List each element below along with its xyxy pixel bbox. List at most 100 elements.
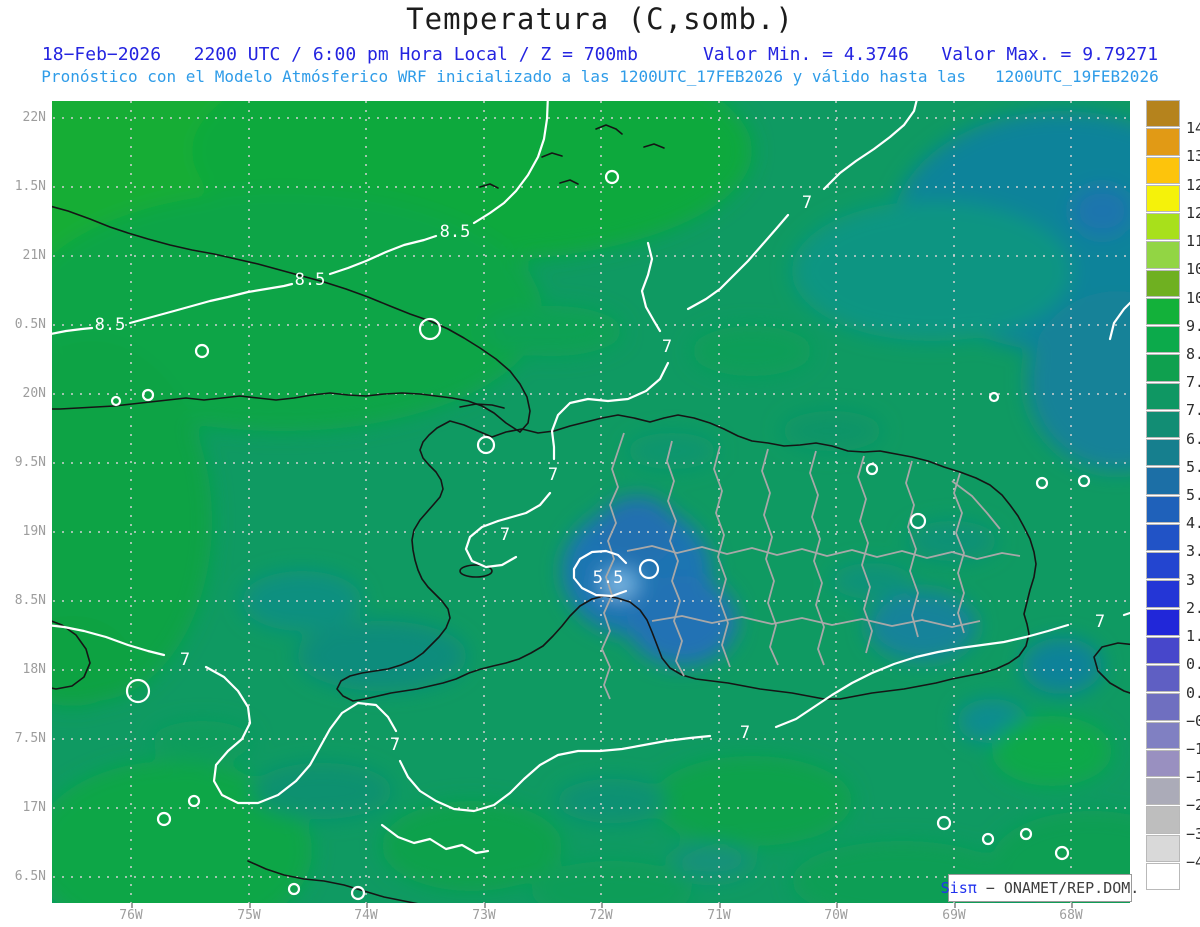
x-tick-mark [601,903,603,908]
colorbar-tick-label: 9.3 [1186,316,1200,335]
contour-value-label: 7 [739,723,751,743]
colorbar-cell [1146,241,1180,269]
y-tick-label: 7.5N [14,731,46,746]
colorbar-tick-label: 2.3 [1186,598,1200,617]
colorbar-cell [1146,439,1180,467]
temperature-field [52,101,1130,903]
x-tick-mark [366,903,368,908]
colorbar-tick-label: 3 [1186,570,1196,589]
colorbar-cell [1146,410,1180,438]
watermark-brand: Sisπ [940,879,977,897]
colorbar-tick-label: 1.6 [1186,627,1200,646]
colorbar-tick-label: 10 [1186,288,1200,307]
x-tick-mark [836,903,838,908]
colorbar-cell [1146,467,1180,495]
colorbar-tick-label: −4 [1186,852,1200,871]
y-tick-label: 21N [22,248,46,263]
colorbar-tick-label: 8.6 [1186,344,1200,363]
colorbar-cell [1146,636,1180,664]
colorbar-cell [1146,100,1180,128]
y-tick-label: 18N [22,662,46,677]
colorbar-tick-label: −3.3 [1186,824,1200,843]
x-tick-label: 76W [119,908,143,923]
colorbar-cell [1146,184,1180,212]
colorbar-cell [1146,778,1180,806]
colorbar-tick-label: 7.9 [1186,373,1200,392]
x-tick-mark [484,903,486,908]
contour-value-label: 5.5 [592,568,624,588]
y-tick-label: 9.5N [14,455,46,470]
colorbar-tick-label: 4.4 [1186,514,1200,533]
x-tick-label: 72W [589,908,613,923]
contour-value-label: 8.5 [439,222,471,242]
colorbar-tick-label: 5.1 [1186,486,1200,504]
x-tick-mark [719,903,721,908]
colorbar-cell [1146,665,1180,693]
contour-value-label: 7 [1094,612,1106,632]
y-tick-label: 19N [22,524,46,539]
contour-value-label: 7 [801,193,813,213]
contour-value-label: 7 [179,650,191,670]
colorbar-tick-label: 14.2 [1186,119,1200,138]
colorbar-cell [1146,297,1180,325]
y-tick-label: 22N [22,110,46,125]
colorbar [1146,100,1180,890]
watermark-text: − ONAMET/REP.DOM. [976,879,1140,897]
x-tick-label: 71W [707,908,731,923]
x-tick-label: 74W [354,908,378,923]
colorbar-cell [1146,608,1180,636]
colorbar-cell [1146,128,1180,156]
colorbar-cell [1146,693,1180,721]
page-title: Temperatura (C,somb.) [406,2,794,36]
colorbar-cell [1146,213,1180,241]
colorbar-tick-label: −1.9 [1186,768,1200,787]
x-tick-mark [1071,903,1073,908]
x-tick-mark [249,903,251,908]
colorbar-cell [1146,354,1180,382]
y-tick-label: 8.5N [14,593,46,608]
colorbar-tick-label: −2.6 [1186,796,1200,815]
colorbar-tick-label: 13.5 [1186,147,1200,166]
colorbar-tick-label: 12.8 [1186,175,1200,194]
x-tick-mark [131,903,133,908]
y-tick-label: 1.5N [14,179,46,194]
colorbar-tick-label: 0.2 [1186,683,1200,702]
map-plot-area: 8.5 8.5 8.5 7 7 7 7 7 7 7 7 5.5 [52,101,1130,903]
temperature-contours [52,101,1130,901]
x-tick-label: 69W [942,908,966,923]
contour-value-label: 7 [661,337,673,357]
colorbar-tick-label: −0.5 [1186,711,1200,730]
contour-value-label: 8.5 [294,270,326,290]
colorbar-cell [1146,834,1180,862]
province-borders [601,432,1021,700]
colorbar-tick-label: 12.1 [1186,203,1200,222]
colorbar-tick-label: 7.2 [1186,401,1200,420]
colorbar-cell [1146,749,1180,777]
colorbar-cell [1146,269,1180,297]
watermark-box: Sisπ − ONAMET/REP.DOM. [941,874,1139,902]
colorbar-cell [1146,806,1180,834]
x-tick-label: 68W [1059,908,1083,923]
colorbar-cell [1146,580,1180,608]
x-tick-mark [954,903,956,908]
colorbar-cell [1146,523,1180,551]
colorbar-tick-label: −1.2 [1186,739,1200,758]
contour-value-label: 7 [499,525,511,545]
subtitle-validtime: 18−Feb−2026 2200 UTC / 6:00 pm Hora Loca… [41,44,1159,65]
colorbar-cell [1146,156,1180,184]
contour-value-label: 7 [389,735,401,755]
y-tick-label: 6.5N [14,869,46,884]
colorbar-cell [1146,552,1180,580]
colorbar-cell [1146,326,1180,354]
colorbar-tick-label: 11.4 [1186,232,1200,251]
colorbar-tick-label: 10.7 [1186,260,1200,279]
contour-value-label: 8.5 [94,315,126,335]
subtitle-model: Pronóstico con el Modelo Atmósferico WRF… [41,67,1159,86]
coastlines [52,124,1130,903]
colorbar-cell [1146,721,1180,749]
colorbar-cell [1146,862,1180,890]
colorbar-tick-label: 3.7 [1186,542,1200,561]
temperature-map [52,101,1130,903]
colorbar-tick-label: 6.5 [1186,429,1200,448]
